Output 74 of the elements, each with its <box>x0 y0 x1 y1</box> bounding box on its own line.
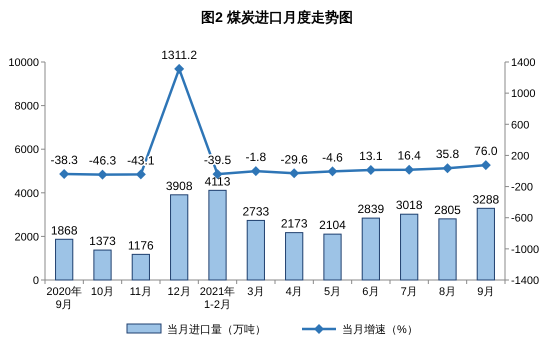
chart-title: 图2 煤炭进口月度走势图 <box>201 9 353 25</box>
data-label: 1373 <box>89 234 116 248</box>
x-tick-label: 2021年 1-2月 <box>200 286 236 311</box>
legend-label: 当月进口量（万吨） <box>167 323 266 336</box>
data-label: -4.6 <box>322 150 344 164</box>
data-label: -1.8 <box>245 150 266 164</box>
point <box>136 169 146 180</box>
data-label: -38.3 <box>50 152 78 167</box>
x-tick-label: 4月 <box>286 286 303 298</box>
y-tick-label: 8000 <box>14 100 39 113</box>
bar <box>55 238 74 280</box>
point <box>442 163 452 174</box>
bar <box>476 208 495 280</box>
bar <box>246 220 265 280</box>
bar <box>438 218 457 280</box>
y2-tick-label: -600 <box>511 212 534 225</box>
data-label: 1176 <box>128 238 154 252</box>
data-label: 3908 <box>166 178 193 193</box>
data-label: 3018 <box>396 198 423 212</box>
data-label: -46.3 <box>88 154 116 168</box>
data-label: 35.8 <box>436 147 460 162</box>
bar <box>362 218 380 280</box>
x-tick-label: 5月 <box>324 286 342 298</box>
y2-tick-label: 600 <box>511 119 530 132</box>
x-tick-label: 6月 <box>362 286 380 298</box>
bar <box>132 254 150 280</box>
y-tick-label: 0 <box>32 275 39 287</box>
y2-tick-label: 200 <box>511 150 530 162</box>
data-label: 13.1 <box>359 148 383 163</box>
data-label: 1311.2 <box>161 48 198 62</box>
data-label: -29.6 <box>280 152 308 166</box>
bar <box>323 234 342 280</box>
point <box>250 166 261 176</box>
y2-tick-label: 1000 <box>511 88 536 100</box>
y2-tick-label: -200 <box>511 182 534 194</box>
point <box>174 64 184 74</box>
point <box>480 160 491 170</box>
x-tick-label: 11月 <box>130 286 152 298</box>
point <box>98 170 108 180</box>
y-tick-label: 4000 <box>14 188 39 200</box>
x-tick-label: 8月 <box>438 286 456 298</box>
data-label: 2805 <box>434 202 462 217</box>
data-label: 16.4 <box>397 148 422 163</box>
data-label: 2733 <box>242 204 270 218</box>
y-tick-label: 10000 <box>8 57 39 69</box>
point <box>59 168 70 179</box>
point <box>289 168 300 178</box>
bar <box>285 232 304 280</box>
data-label: 1868 <box>50 223 78 238</box>
y2-tick-label: -1000 <box>511 244 540 256</box>
y-tick-label: 2000 <box>14 231 39 244</box>
bar <box>400 214 418 280</box>
data-label: 76.0 <box>474 144 498 158</box>
legend-label: 当月增速（%） <box>342 323 418 336</box>
x-tick-label: 9月 <box>477 286 494 298</box>
y2-tick-label: -1400 <box>511 275 540 287</box>
point <box>366 164 376 175</box>
x-tick-label: 10月 <box>90 286 114 298</box>
bar <box>208 190 227 280</box>
x-tick-label: 3月 <box>247 286 264 298</box>
data-label: 2173 <box>280 216 308 231</box>
data-label: 2839 <box>357 202 385 216</box>
x-tick-label: 12月 <box>168 286 191 298</box>
data-label: 3288 <box>472 192 500 206</box>
bar <box>93 250 112 280</box>
bar <box>170 194 188 280</box>
point <box>328 166 338 176</box>
data-label: 4113 <box>204 174 231 188</box>
x-tick-label: 2020年 9月 <box>46 286 82 311</box>
point <box>404 164 414 175</box>
y2-tick-label: 1400 <box>511 57 536 69</box>
y-tick-label: 6000 <box>14 144 39 156</box>
data-label: 2104 <box>319 218 346 232</box>
x-tick-label: 7月 <box>400 286 418 298</box>
